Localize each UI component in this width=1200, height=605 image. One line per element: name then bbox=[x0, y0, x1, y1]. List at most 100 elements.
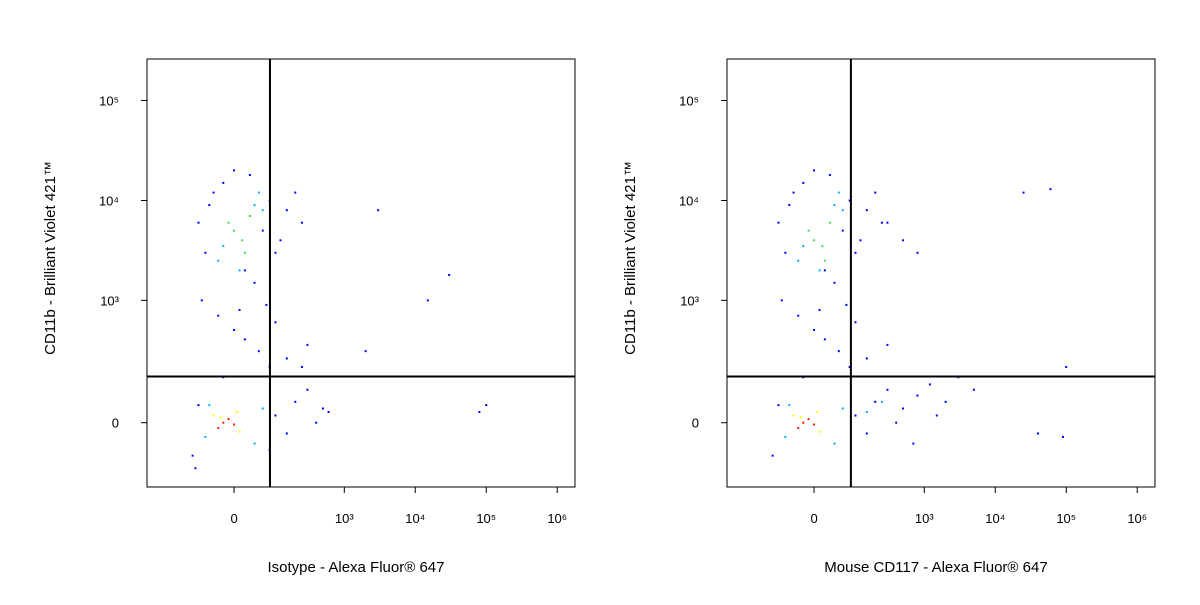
point bbox=[854, 414, 857, 417]
point bbox=[204, 435, 207, 438]
point bbox=[784, 435, 787, 438]
point bbox=[448, 273, 451, 276]
point bbox=[191, 454, 194, 457]
point bbox=[780, 299, 783, 302]
point bbox=[813, 239, 816, 242]
point bbox=[837, 350, 840, 353]
point bbox=[880, 221, 883, 224]
point bbox=[813, 169, 816, 172]
point bbox=[285, 209, 288, 212]
point bbox=[784, 251, 787, 254]
y-tick-label: 10⁵ bbox=[99, 94, 119, 109]
point bbox=[235, 410, 238, 413]
x-axis-label: Mouse CD117 - Alexa Fluor® 647 bbox=[824, 559, 1047, 576]
point bbox=[217, 314, 220, 317]
point bbox=[222, 181, 225, 184]
x-tick-label: 10⁶ bbox=[547, 511, 567, 526]
point bbox=[274, 321, 277, 324]
point bbox=[818, 269, 821, 272]
x-tick-label: 10⁶ bbox=[1127, 511, 1147, 526]
point bbox=[257, 350, 260, 353]
point bbox=[233, 423, 236, 426]
point bbox=[241, 239, 244, 242]
point bbox=[854, 321, 857, 324]
point bbox=[300, 221, 303, 224]
point bbox=[797, 427, 800, 430]
point bbox=[935, 414, 938, 417]
point bbox=[197, 221, 200, 224]
point bbox=[322, 407, 325, 410]
point bbox=[306, 343, 309, 346]
point bbox=[833, 204, 836, 207]
point bbox=[274, 414, 277, 417]
point bbox=[208, 204, 211, 207]
point bbox=[823, 269, 826, 272]
point bbox=[261, 209, 264, 212]
point bbox=[294, 191, 297, 194]
point bbox=[828, 173, 831, 176]
x-tick-label: 10⁵ bbox=[1056, 511, 1076, 526]
point bbox=[902, 239, 905, 242]
point bbox=[253, 281, 256, 284]
point bbox=[802, 181, 805, 184]
point bbox=[807, 418, 810, 421]
point bbox=[1022, 191, 1025, 194]
point bbox=[902, 407, 905, 410]
point bbox=[1065, 365, 1068, 368]
point bbox=[233, 229, 236, 232]
point bbox=[865, 209, 868, 212]
point bbox=[200, 299, 203, 302]
plot: 0 10³ 10⁴ 10⁵ 10⁶ 0 10³ 10⁴ 10⁵ Mouse CD117 - Ale… bbox=[622, 58, 1156, 576]
point bbox=[912, 442, 915, 445]
point bbox=[916, 394, 919, 397]
point bbox=[315, 421, 318, 424]
point bbox=[777, 404, 780, 407]
point bbox=[217, 259, 220, 262]
point bbox=[238, 430, 241, 433]
y-tick-label: 10⁴ bbox=[679, 194, 699, 209]
point bbox=[895, 421, 898, 424]
point bbox=[792, 191, 795, 194]
point bbox=[928, 383, 931, 386]
y-tick-label: 10³ bbox=[680, 293, 699, 308]
point bbox=[327, 410, 330, 413]
point bbox=[1061, 435, 1064, 438]
point bbox=[265, 303, 268, 306]
plot-frame bbox=[726, 58, 1156, 488]
point bbox=[212, 191, 215, 194]
point bbox=[274, 251, 277, 254]
point bbox=[848, 365, 851, 368]
point bbox=[813, 423, 816, 426]
point bbox=[261, 229, 264, 232]
point bbox=[815, 410, 818, 413]
point bbox=[285, 357, 288, 360]
point bbox=[944, 400, 947, 403]
point bbox=[212, 414, 215, 417]
point bbox=[818, 308, 821, 311]
point bbox=[916, 251, 919, 254]
point bbox=[219, 416, 222, 419]
x-tick-label: 0 bbox=[230, 511, 237, 526]
plot: 0 10³ 10⁴ 10⁵ 10⁶ 0 10³ 10⁴ 10⁵ Isotype - Alexa F… bbox=[42, 58, 576, 576]
point bbox=[243, 338, 246, 341]
point bbox=[222, 245, 225, 248]
point bbox=[197, 404, 200, 407]
point bbox=[771, 454, 774, 457]
point bbox=[233, 329, 236, 332]
point bbox=[217, 427, 220, 430]
point bbox=[859, 239, 862, 242]
point bbox=[426, 299, 429, 302]
point bbox=[841, 229, 844, 232]
point bbox=[1049, 188, 1052, 191]
y-tick-label: 0 bbox=[692, 416, 699, 431]
point bbox=[821, 245, 824, 248]
point bbox=[233, 169, 236, 172]
point bbox=[837, 191, 840, 194]
point bbox=[777, 221, 780, 224]
point bbox=[865, 432, 868, 435]
point bbox=[841, 407, 844, 410]
point bbox=[208, 404, 211, 407]
point bbox=[257, 191, 260, 194]
point bbox=[828, 221, 831, 224]
point bbox=[261, 407, 264, 410]
